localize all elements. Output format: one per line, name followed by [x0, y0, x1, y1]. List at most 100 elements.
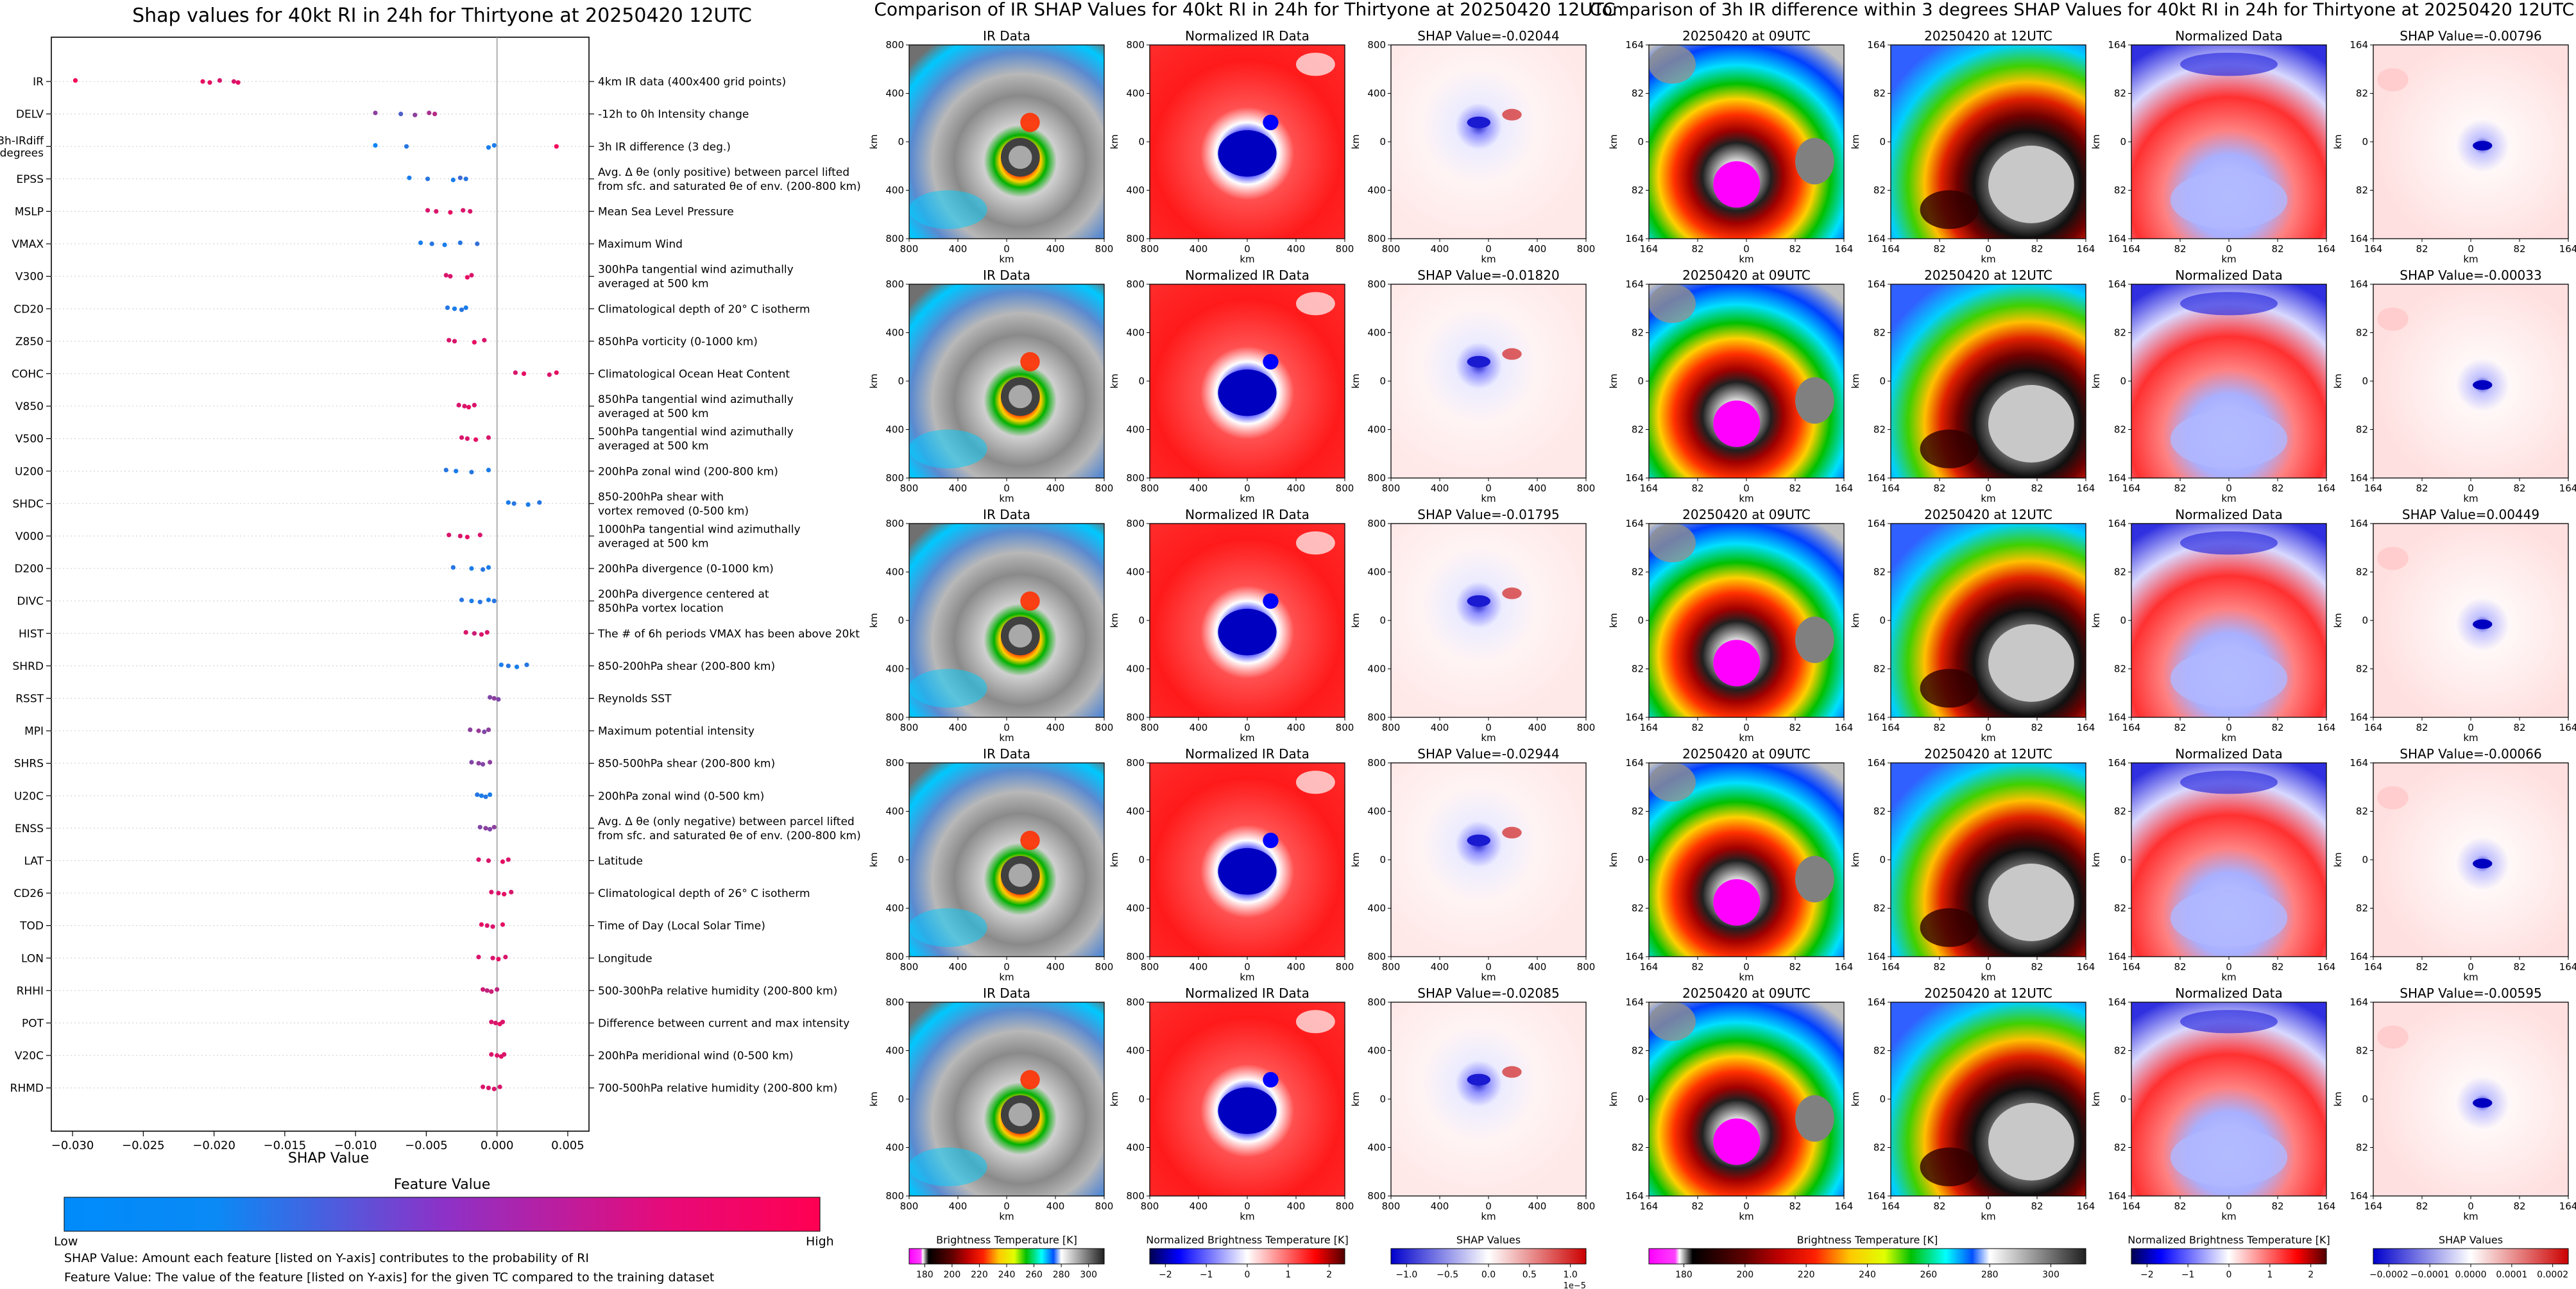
shap-point — [457, 175, 463, 180]
map-x-tick-label: 164 — [2559, 243, 2576, 255]
map-feature — [2377, 786, 2409, 810]
feature-name-label: U200 — [15, 465, 44, 478]
map-y-tick-label: 82 — [1873, 185, 1886, 196]
map-x-axis-label: km — [999, 732, 1014, 744]
map-x-axis-label: km — [1739, 971, 1753, 983]
map-y-tick-label: 0 — [1879, 615, 1886, 626]
map-y-tick-label: 164 — [2350, 518, 2368, 529]
map-feature — [2473, 619, 2493, 629]
map-y-tick-label: 800 — [1126, 39, 1145, 51]
map-y-tick-label: 164 — [1625, 1190, 1644, 1202]
map-x-tick-label: 800 — [1141, 243, 1159, 255]
map-y-axis-label: km — [2090, 613, 2102, 627]
shap-point — [447, 533, 452, 538]
map-y-tick-label: 400 — [1126, 1142, 1145, 1154]
map-feature — [2180, 531, 2278, 555]
x-tick-label: −0.010 — [334, 1139, 377, 1152]
map-x-tick-label: 0 — [2468, 961, 2474, 973]
ir-diff-map-panel: 20250420 at 12UTC1641648282008282164164k… — [1850, 507, 2095, 744]
feature-name-label: LON — [21, 952, 44, 965]
colorbar-tick-label: −1 — [2181, 1270, 2195, 1280]
map-y-tick-label: 400 — [885, 567, 904, 578]
shap-point — [373, 110, 378, 115]
map-y-tick-label: 800 — [1367, 757, 1386, 769]
note-shap-value: SHAP Value: Amount each feature [listed … — [64, 1251, 589, 1265]
map-x-axis-label: km — [1481, 253, 1496, 265]
map-image — [1391, 45, 1586, 239]
map-feature — [1009, 864, 1032, 887]
feature-description-label: 850hPa vorticity (0-1000 km) — [598, 336, 758, 348]
map-feature — [2170, 1128, 2288, 1186]
map-y-axis-label: km — [868, 134, 880, 149]
map-y-tick-label: 164 — [1867, 518, 1886, 529]
ir-diff-map-panel: 20250420 at 12UTC1641648282008282164164k… — [1850, 746, 2095, 983]
map-x-tick-label: 164 — [2122, 1200, 2141, 1212]
shap-point — [413, 112, 418, 117]
map-panel-title: Normalized IR Data — [1185, 28, 1309, 44]
map-feature — [1295, 1010, 1335, 1034]
map-feature — [2473, 1098, 2493, 1108]
feature-name-label: MPI — [24, 725, 44, 738]
map-y-tick-label: 400 — [885, 806, 904, 817]
map-y-tick-label: 164 — [1867, 712, 1886, 723]
map-x-tick-label: 0 — [1985, 1200, 1992, 1212]
map-x-tick-label: 82 — [2271, 722, 2283, 733]
feature-description-label: 500-300hPa relative humidity (200-800 km… — [598, 985, 837, 998]
shap-point — [486, 1086, 491, 1091]
ir-diff-map-panel: 20250420 at 12UTC1641648282008282164164k… — [1850, 268, 2095, 504]
colorbar-gradient — [1149, 1248, 1345, 1265]
map-x-tick-label: 0 — [1244, 1200, 1250, 1212]
map-x-tick-label: 0 — [1003, 482, 1010, 494]
map-x-tick-label: 0 — [1743, 1200, 1750, 1212]
map-feature — [1795, 137, 1834, 185]
shap-point — [418, 240, 423, 245]
map-feature — [2473, 380, 2493, 390]
feature-colorbar-title: Feature Value — [394, 1177, 491, 1193]
shap-point — [489, 889, 494, 894]
shap-point — [491, 696, 497, 701]
map-y-tick-label: 82 — [2114, 663, 2126, 675]
shap-point — [452, 306, 457, 311]
map-x-tick-label: 82 — [1933, 1200, 1945, 1212]
feature-name-label: HIST — [19, 627, 44, 640]
map-feature — [1295, 771, 1335, 794]
shap-point — [554, 144, 559, 149]
map-x-tick-label: 0 — [1003, 961, 1010, 973]
map-feature — [2473, 858, 2493, 869]
map-x-tick-label: 164 — [2077, 1200, 2095, 1212]
shap-point — [476, 955, 481, 960]
map-x-tick-label: 82 — [1691, 722, 1703, 733]
shap-point — [459, 307, 465, 312]
map-panel-title: 20250420 at 12UTC — [1924, 507, 2052, 522]
map-panel-title: 20250420 at 12UTC — [1924, 746, 2052, 762]
map-y-tick-label: 400 — [885, 185, 904, 196]
feature-name-label: Z850 — [15, 336, 44, 348]
map-x-tick-label: 164 — [2317, 482, 2336, 494]
map-y-tick-label: 800 — [1367, 1190, 1386, 1202]
colorbar-tick-label: 1 — [1285, 1270, 1291, 1280]
map-y-tick-label: 82 — [2356, 1142, 2368, 1154]
shap-point — [447, 337, 452, 343]
map-panel-title: IR Data — [983, 268, 1030, 283]
map-x-tick-label: 82 — [2513, 1200, 2525, 1212]
feature-name-label: SHDC — [12, 498, 44, 511]
colorbar-gradient — [1648, 1248, 2086, 1265]
map-y-tick-label: 800 — [885, 757, 904, 769]
map-x-tick-label: 400 — [1431, 722, 1449, 733]
map-x-axis-label: km — [999, 1211, 1014, 1222]
shap-point — [537, 500, 542, 505]
feature-name-label: U20C — [14, 790, 44, 803]
map-x-tick-label: 400 — [1287, 482, 1306, 494]
shap-point — [407, 175, 412, 180]
map-x-tick-label: 800 — [900, 961, 919, 973]
map-x-tick-label: 400 — [1190, 482, 1208, 494]
map-x-tick-label: 0 — [1743, 722, 1750, 733]
map-y-tick-label: 164 — [2108, 757, 2126, 769]
map-x-tick-label: 0 — [1985, 482, 1992, 494]
map-x-tick-label: 82 — [1789, 482, 1801, 494]
map-feature — [1502, 587, 1522, 599]
map-feature — [2170, 889, 2288, 947]
